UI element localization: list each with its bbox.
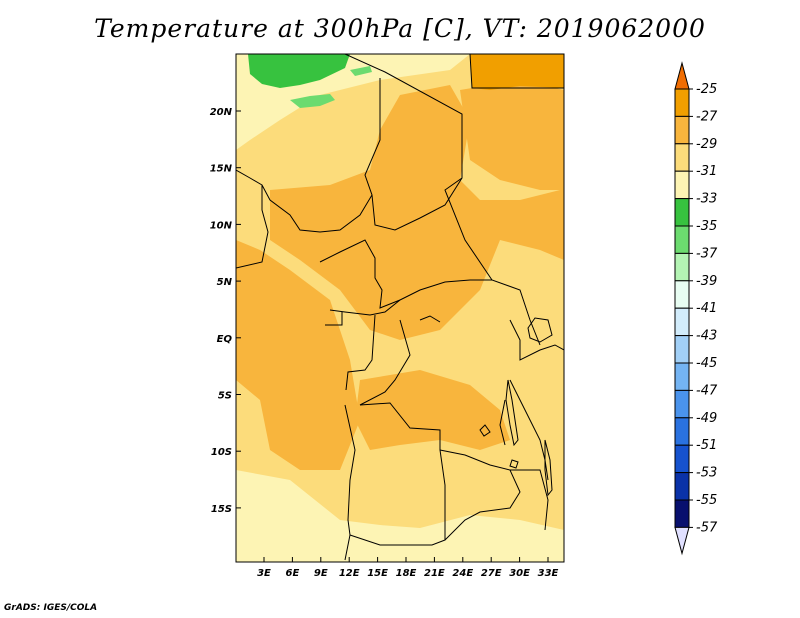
cold-region-lightgreen-2 [350,66,372,76]
colorbar-label: -43 [696,329,717,344]
lon-tick-label: 27E [481,568,502,579]
colorbar-swatch [674,335,690,364]
lon-tick-label: 6E [286,568,300,579]
lon-tick-label: 24E [452,568,473,579]
lon-tick-label: 12E [339,568,360,579]
lon-tick-label: 33E [538,568,559,579]
warm-region-central [270,85,564,340]
colorbar-label: -31 [696,164,717,179]
colorbar-swatch [674,280,690,309]
colorbar-swatch [674,252,690,282]
colorbar-label: -57 [696,520,718,535]
map-panel [236,54,564,562]
colorbar-label: -53 [696,466,717,481]
lon-tick-label: 30E [509,568,530,579]
lat-tick-label: 20N [210,107,233,118]
cold-region-lightgreen [290,94,335,108]
lon-tick-label: 9E [314,568,328,579]
colorbar-label: -37 [696,246,718,261]
lat-tick-label: 5S [218,391,232,402]
colorbar-bottom-arrow [674,526,690,556]
grads-credit: GrADS: IGES/COLA [4,603,98,613]
lat-tick-label: 10S [211,447,232,458]
colorbar-label: -33 [696,192,717,207]
longitude-axis: 3E 6E 9E 12E 15E 18E 21E 24E 27E 30E 33E [257,557,559,579]
colorbar-label: -45 [696,356,717,371]
colorbar-swatch [674,417,690,446]
colorbar-label: -47 [696,383,718,398]
colorbar-swatch [674,170,690,200]
warm-region-northeast [460,80,564,190]
cold-region-green [248,54,350,88]
colorbar-label: -55 [696,493,717,508]
colorbar-swatch [674,198,690,227]
colorbar-label: -41 [696,301,717,316]
warm-region-west [236,240,360,470]
colorbar-swatch [674,88,690,117]
colorbar-swatch [674,444,690,474]
lat-tick-label: 15S [211,504,232,515]
lakes [419,315,553,497]
colorbar-top-arrow [674,61,690,90]
colorbar-label: -25 [696,82,717,97]
lat-tick-label: 10N [210,220,233,231]
lat-tick-label: 5N [217,277,233,288]
colorbar-swatch [674,115,690,145]
colorbar-label: -27 [696,109,718,124]
colorbar-swatch [674,307,690,337]
lon-tick-label: 3E [257,568,271,579]
colorbar-label: -35 [696,219,717,234]
colorbar-swatch [674,389,690,419]
colorbar-swatch [674,143,690,172]
colorbar-swatch [674,499,690,528]
lat-tick-label: EQ [217,334,233,345]
map-frame [235,53,565,563]
colorbar-label: -51 [696,438,717,453]
latitude-axis: 20N 15N 10N 5N EQ 5S 10S 15S [210,107,241,515]
colorbar-swatch [674,225,690,254]
warm-region-south-central [355,370,510,450]
lon-tick-label: 18E [396,568,417,579]
map-title: Temperature at 300hPa [C], VT: 201906200… [94,14,706,43]
colorbar-label: -49 [696,411,717,426]
colorbar-label: -29 [696,137,717,152]
colorbar-swatch [674,362,690,391]
lat-tick-label: 15N [210,164,233,175]
lon-tick-label: 15E [367,568,388,579]
colorbar-swatch [674,472,690,501]
cool-region-south [236,470,564,562]
country-borders [236,54,564,561]
colorbar-label: -39 [696,274,717,289]
warmest-region [470,54,564,90]
lon-tick-label: 21E [424,568,445,579]
colorbar: -25 -27 -29 -31 -33 -35 -37 -39 -41 -43 -45 -47 -49 -… [674,61,718,556]
